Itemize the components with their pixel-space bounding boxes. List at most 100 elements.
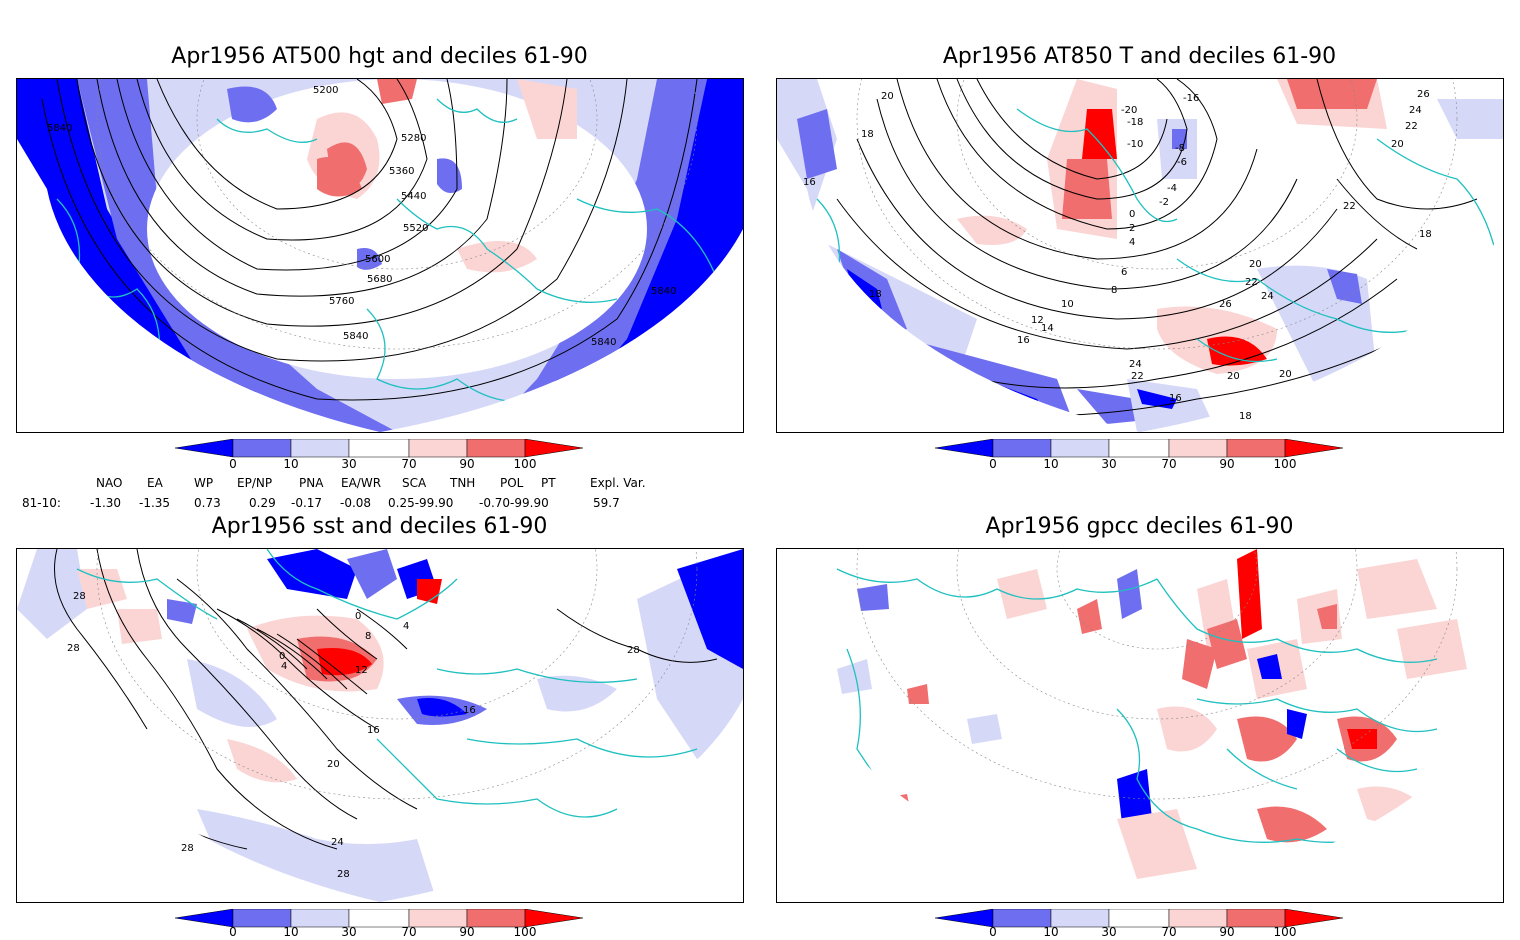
index-value: -1.35 <box>139 496 171 510</box>
contour-label: 5520 <box>403 223 428 234</box>
contour-label: 5840 <box>591 337 616 348</box>
contour-label: 5440 <box>401 191 426 202</box>
contour-label: 18 <box>869 289 882 300</box>
colorbar-tick: 0 <box>229 457 237 471</box>
map-panel-sst: 28 28 0 4 8 12 0 4 16 16 20 24 28 28 28 <box>16 548 744 903</box>
index-row-label: 81-10: <box>22 496 61 510</box>
contour-label: 5840 <box>343 331 368 342</box>
indices-value-row: 81-10: -1.30 -1.35 0.73 0.29 -0.17 -0.08… <box>0 496 700 512</box>
contour-label: 5840 <box>651 286 676 297</box>
panel-title-hgt: Apr1956 AT500 hgt and deciles 61-90 <box>171 44 588 69</box>
contour-label: 16 <box>367 725 380 736</box>
colorbar-t850: 0 10 30 70 90 100 <box>934 438 1345 473</box>
colorbar-tick: 30 <box>341 925 357 939</box>
colorbar-tick: 30 <box>1101 457 1117 471</box>
contour-label: 20 <box>1227 371 1240 382</box>
colorbar-tick: 10 <box>1043 925 1059 939</box>
index-header: POL <box>500 476 524 490</box>
index-header: NAO <box>96 476 123 490</box>
index-value: 59.7 <box>593 496 620 510</box>
colorbar-tick: 90 <box>1219 457 1235 471</box>
contour-label: 28 <box>181 843 194 854</box>
contour-label: -4 <box>1167 183 1177 194</box>
index-value: -1.30 <box>90 496 122 510</box>
index-header: EP/NP <box>237 476 273 490</box>
index-header: Expl. Var. <box>590 476 646 490</box>
contour-label: 16 <box>463 705 476 716</box>
contour-label: 5760 <box>329 296 354 307</box>
index-header: EA <box>147 476 163 490</box>
contour-label: -10 <box>1127 139 1143 150</box>
contour-label: -2 <box>1159 197 1169 208</box>
contour-label: 8 <box>1111 285 1117 296</box>
contour-label: 5360 <box>389 166 414 177</box>
colorbar-tick: 90 <box>1219 925 1235 939</box>
index-value: -0.08 <box>340 496 372 510</box>
contour-label: 0 <box>355 611 361 622</box>
contour-label: 14 <box>1041 323 1054 334</box>
colorbar-tick: 100 <box>1273 457 1297 471</box>
colorbar-tick: 0 <box>989 925 997 939</box>
index-header: PNA <box>299 476 324 490</box>
panel-title-t850: Apr1956 AT850 T and deciles 61-90 <box>942 44 1337 69</box>
contour-label: 12 <box>355 665 368 676</box>
contour-label: 16 <box>1017 335 1030 346</box>
colorbar-tick: 10 <box>283 457 299 471</box>
contour-label: 5280 <box>401 133 426 144</box>
contour-label: 26 <box>1417 89 1430 100</box>
colorbar-tick: 70 <box>1161 457 1177 471</box>
contour-label: 22 <box>1405 121 1418 132</box>
contour-label: 5840 <box>47 123 72 134</box>
contour-label: 5680 <box>367 274 392 285</box>
contour-label: 5200 <box>313 85 338 96</box>
contour-label: 18 <box>1239 411 1252 422</box>
contour-label: 4 <box>403 621 409 632</box>
contour-label: 20 <box>1279 369 1292 380</box>
contour-label: -6 <box>1177 157 1187 168</box>
colorbar-hgt: 0 10 30 70 90 100 <box>174 438 585 473</box>
contour-label: 2 <box>1129 223 1135 234</box>
colorbar-tick: 70 <box>401 457 417 471</box>
map-panel-gpcc <box>776 548 1504 903</box>
contour-label: 4 <box>281 661 287 672</box>
contour-label: 28 <box>67 643 80 654</box>
colorbar-tick: 90 <box>459 457 475 471</box>
index-value: 0.25-99.90 <box>388 496 454 510</box>
contour-label: 28 <box>627 645 640 656</box>
index-value: -0.70-99.90 <box>479 496 549 510</box>
index-header: WP <box>194 476 214 490</box>
contour-label: 6 <box>1121 267 1127 278</box>
colorbar-tick: 0 <box>989 457 997 471</box>
contour-label: -18 <box>1127 117 1143 128</box>
index-header: PT <box>541 476 556 490</box>
index-value: 0.73 <box>194 496 221 510</box>
contour-label: -16 <box>1183 93 1199 104</box>
colorbar-sst: 0 10 30 70 90 100 <box>174 908 585 940</box>
colorbar-tick: 30 <box>1101 925 1117 939</box>
contour-label: 16 <box>1169 393 1182 404</box>
index-value: 0.29 <box>249 496 276 510</box>
panel-title-sst: Apr1956 sst and deciles 61-90 <box>211 514 548 539</box>
contour-label: -8 <box>1175 143 1185 154</box>
contour-label: 4 <box>1129 237 1135 248</box>
map-panel-t850: 20 18 16 -20 -18 -16 -10 -8 -6 -4 -2 0 2… <box>776 78 1504 433</box>
contour-label: 18 <box>861 129 874 140</box>
contour-label: -20 <box>1121 105 1137 116</box>
contour-label: 18 <box>1419 229 1432 240</box>
contour-label: 24 <box>331 837 344 848</box>
contour-label: 8 <box>365 631 371 642</box>
colorbar-tick: 10 <box>1043 457 1059 471</box>
contour-label: 28 <box>337 869 350 880</box>
colorbar-tick: 10 <box>283 925 299 939</box>
contour-label: 16 <box>803 177 816 188</box>
contour-label: 22 <box>1245 277 1258 288</box>
colorbar-tick: 90 <box>459 925 475 939</box>
contour-label: 5600 <box>365 254 390 265</box>
colorbar-tick: 70 <box>401 925 417 939</box>
contour-label: 22 <box>1131 371 1144 382</box>
index-header: SCA <box>402 476 427 490</box>
index-header: TNH <box>450 476 476 490</box>
contour-label: 28 <box>73 591 86 602</box>
contour-label: 0 <box>279 651 285 662</box>
contour-label: 20 <box>327 759 340 770</box>
